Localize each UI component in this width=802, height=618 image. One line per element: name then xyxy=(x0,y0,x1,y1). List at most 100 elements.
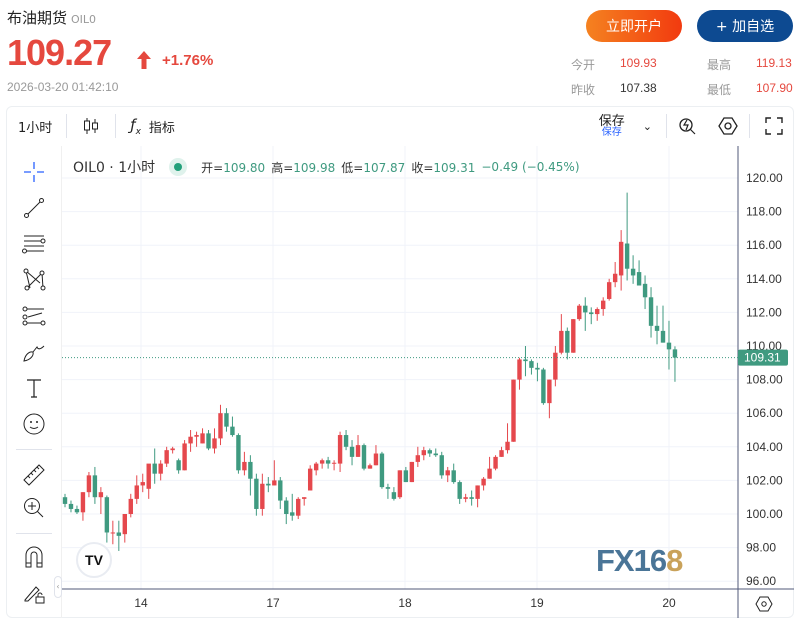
candle-body xyxy=(212,438,217,449)
candle xyxy=(601,297,606,316)
magnet-icon[interactable] xyxy=(20,543,48,571)
candle xyxy=(630,255,636,284)
horizontal-lines-icon[interactable] xyxy=(20,230,48,258)
candle xyxy=(260,473,265,516)
settings-icon[interactable] xyxy=(717,115,739,137)
candle xyxy=(666,320,672,370)
candle xyxy=(284,497,289,525)
candle xyxy=(62,493,68,508)
candle-body xyxy=(224,413,229,427)
candle xyxy=(355,435,361,457)
pattern-icon[interactable] xyxy=(20,266,48,294)
divider xyxy=(16,533,52,534)
candle xyxy=(110,520,116,545)
price-chart[interactable]: 96.00 98.00 100.00 102.00 104.00 106.00 108.00… xyxy=(62,146,794,618)
candle xyxy=(487,456,492,479)
candle-body xyxy=(176,460,181,471)
candle xyxy=(206,430,211,451)
quick-search-icon[interactable] xyxy=(677,116,697,136)
candle-body xyxy=(541,369,546,404)
candle-body xyxy=(612,273,618,283)
candle xyxy=(343,430,349,451)
y-tick-label: 118.00 xyxy=(746,205,782,219)
lock-drawings-icon[interactable] xyxy=(20,579,48,607)
candle xyxy=(571,319,576,353)
candle-body xyxy=(68,503,74,509)
drawing-toolbar: ‹ xyxy=(6,146,62,618)
trend-line-icon[interactable] xyxy=(20,194,48,222)
candle-body xyxy=(565,330,570,353)
candle-body xyxy=(523,359,528,362)
chevron-down-icon[interactable]: ⌄ xyxy=(642,119,652,133)
candle-body xyxy=(158,463,163,474)
collapse-toolbar-button[interactable]: ‹ xyxy=(54,576,62,598)
y-tick-label: 96.00 xyxy=(746,574,776,588)
candle xyxy=(296,497,301,520)
candle xyxy=(660,305,666,343)
candle-body xyxy=(98,492,104,498)
candle-body xyxy=(296,498,301,516)
candle xyxy=(134,475,139,504)
save-button[interactable]: 保存 保存 xyxy=(599,115,625,138)
legend-change: −0.49 (−0.45%) xyxy=(481,160,580,174)
divider xyxy=(749,114,750,138)
candle-body xyxy=(146,463,151,489)
candle-body xyxy=(170,448,175,451)
candle xyxy=(445,466,450,483)
forecast-icon[interactable] xyxy=(20,302,48,330)
candlestick-type-icon[interactable] xyxy=(81,116,101,136)
candle xyxy=(188,430,193,452)
low-label: 最低 xyxy=(707,83,732,97)
axis-settings-icon xyxy=(755,596,773,612)
instrument-name: 布油期货 xyxy=(7,9,68,27)
candle-body xyxy=(463,497,468,499)
candle-body xyxy=(660,330,666,343)
tradingview-logo[interactable]: TV xyxy=(76,542,112,578)
candle xyxy=(385,483,391,499)
candle-body xyxy=(248,461,253,479)
candle xyxy=(427,448,432,457)
indicators-button[interactable]: 指标 xyxy=(148,120,175,136)
y-tick-label: 108.00 xyxy=(746,373,783,387)
candle xyxy=(254,473,259,516)
candle-body xyxy=(595,309,600,315)
candle-body xyxy=(457,482,462,499)
candle-body xyxy=(589,312,594,315)
candle xyxy=(469,490,474,506)
candle xyxy=(337,431,343,472)
ruler-icon[interactable] xyxy=(20,460,48,488)
save-label: 保存 xyxy=(598,113,625,129)
interval-selector[interactable]: 1小时 xyxy=(18,120,53,136)
candle-body xyxy=(86,475,92,493)
x-tick-label: 19 xyxy=(530,596,544,610)
candle xyxy=(541,367,546,405)
candle xyxy=(152,448,157,484)
candle-body xyxy=(140,482,145,486)
candle-body xyxy=(636,272,642,286)
candle xyxy=(606,278,612,301)
candle-body xyxy=(469,497,474,499)
emoji-icon[interactable] xyxy=(20,410,48,438)
crosshair-icon[interactable] xyxy=(20,158,48,186)
candle xyxy=(68,500,74,513)
text-icon[interactable] xyxy=(20,374,48,402)
candle xyxy=(176,458,181,474)
y-tick-label: 104.00 xyxy=(746,440,783,454)
candle-body xyxy=(547,379,552,404)
fullscreen-icon[interactable] xyxy=(764,116,784,136)
candle xyxy=(194,431,199,447)
candle xyxy=(349,440,355,466)
brush-icon[interactable] xyxy=(20,338,48,366)
candle-body xyxy=(218,413,223,439)
candle xyxy=(493,455,498,471)
candle xyxy=(409,461,415,483)
add-watchlist-button[interactable]: + 加自选 xyxy=(697,10,793,42)
divider xyxy=(115,114,117,138)
zoom-in-icon[interactable] xyxy=(20,494,48,522)
open-account-button[interactable]: 立即开户 xyxy=(586,10,682,42)
candle-body xyxy=(74,508,80,513)
candle-body xyxy=(361,445,367,469)
candle xyxy=(236,433,241,474)
candle-body xyxy=(373,453,379,466)
candle xyxy=(612,262,618,288)
